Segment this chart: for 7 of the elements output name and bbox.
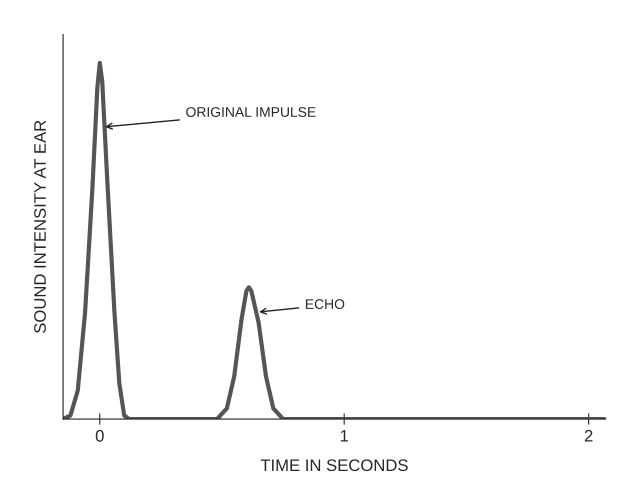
annotation: ECHO (306, 299, 344, 310)
annotation: ORIGINAL IMPULSE (186, 107, 316, 117)
x-tick-label: 0 (96, 430, 104, 442)
x-axis-title: TIME IN SECONDS (260, 459, 408, 472)
x-tick-label: 1 (340, 430, 348, 442)
x-tick-label: 2 (584, 430, 592, 442)
y-axis-title: SOUND INTENSITY AT EAR (34, 120, 46, 334)
